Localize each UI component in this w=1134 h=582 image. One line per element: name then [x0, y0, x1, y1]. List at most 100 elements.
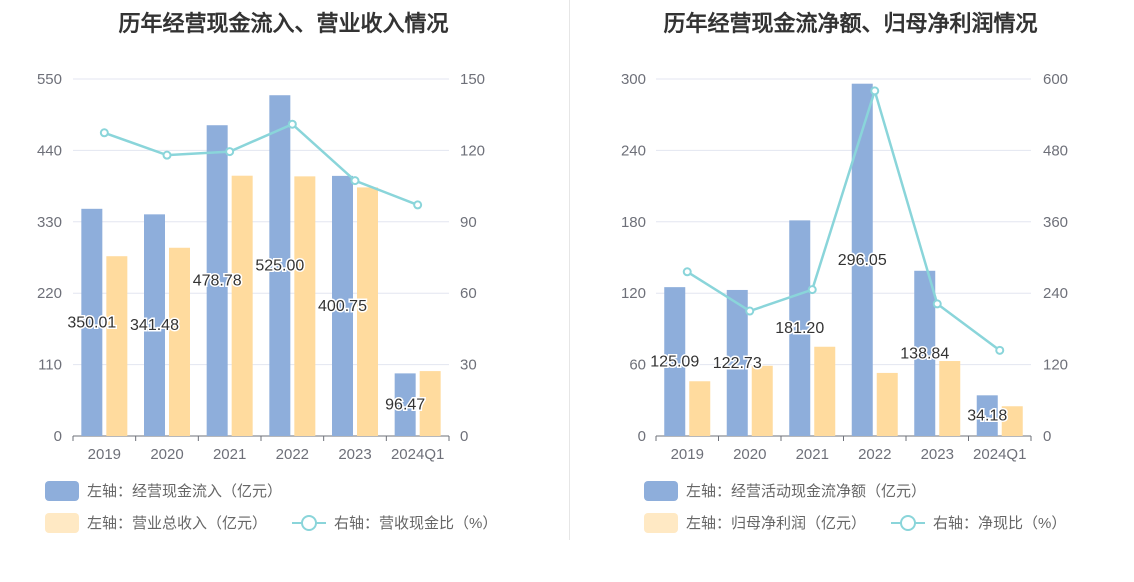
bar-series-2 [1001, 406, 1023, 436]
x-axis-tick-label: 2021 [796, 446, 829, 463]
bar-series-1 [914, 270, 936, 436]
bar-series-1 [976, 395, 998, 436]
legend-line-swatch [292, 513, 326, 533]
bar-series-1 [851, 83, 873, 436]
line-point [745, 306, 755, 316]
line-series [103, 122, 419, 207]
left-axis-tick-label: 0 [638, 428, 646, 445]
line-point [932, 299, 942, 309]
right-chart-panel: 历年经营现金流净额、归母净利润情况 0 60 120 180 240 300 0 120 240… [567, 0, 1134, 582]
x-axis-tick-label: 2021 [213, 446, 246, 463]
x-axis-tick-label: 2020 [150, 446, 183, 463]
chart-title: 历年经营现金流入、营业收入情况 [118, 11, 449, 36]
line-point [350, 176, 360, 186]
left-axis-tick-label: 300 [621, 71, 646, 88]
bar-series-1 [81, 208, 103, 436]
left-chart-panel: 历年经营现金流入、营业收入情况 0 110 220 330 440 550 0 30 60 90 1… [37, 11, 497, 533]
legend-label: 左轴：经营现金流入（亿元） [87, 483, 283, 500]
bar-data-label: 125.09 [650, 354, 699, 371]
x-axis-tick-label: 2024Q1 [973, 446, 1026, 463]
left-axis-tick-label: 240 [621, 142, 646, 159]
x-axis-tick-label: 2023 [338, 446, 371, 463]
bar-data-label: 525.00 [255, 258, 304, 275]
x-axis-tick-label: 2022 [276, 446, 309, 463]
legend-item-bar-2[interactable]: 左轴：营业总收入（亿元） [45, 512, 267, 533]
x-axis-tick-label: 2023 [921, 446, 954, 463]
bar-series-1 [332, 175, 353, 436]
bar-series-1 [394, 373, 416, 436]
bar-data-label: 341.48 [130, 317, 179, 334]
left-axis-tick-label: 110 [38, 357, 62, 374]
bar-data-label: 34.18 [967, 408, 1007, 425]
bar-series-1 [144, 214, 165, 436]
legend-item-bar-1[interactable]: 左轴：经营现金流入（亿元） [45, 480, 282, 501]
left-axis-tick-label: 180 [621, 214, 646, 231]
right-axis-tick-label: 480 [1043, 142, 1068, 159]
bar-series-2 [876, 372, 898, 436]
bar-data-label: 122.73 [713, 355, 762, 372]
right-axis-tick-label: 0 [1043, 428, 1051, 445]
left-axis-tick-label: 440 [37, 142, 62, 159]
bar-series-2 [106, 256, 128, 436]
bar-series-1 [206, 125, 228, 436]
bar-series-1 [789, 220, 811, 436]
right-axis-tick-label: 240 [1043, 285, 1068, 302]
bar-series-2 [419, 371, 441, 436]
bar-series-2 [939, 361, 961, 436]
legend-label: 右轴：净现比（%） [933, 515, 1067, 532]
left-axis-tick-label: 330 [37, 214, 62, 231]
bar-data-label: 138.84 [900, 345, 949, 362]
bar-data-label: 478.78 [193, 273, 242, 290]
left-axis-tick-label: 60 [629, 357, 646, 374]
bar-series-2 [689, 381, 711, 436]
line-point [995, 345, 1005, 355]
legend-item-line[interactable]: 右轴：净现比（%） [891, 512, 1066, 533]
panel-divider [569, 0, 570, 540]
legend-item-bar-1[interactable]: 左轴：经营活动现金流净额（亿元） [644, 480, 926, 501]
right-axis-tick-label: 120 [460, 142, 485, 159]
bar-series-1 [269, 95, 291, 437]
left-axis-tick-label: 550 [37, 71, 62, 88]
line-point [682, 267, 692, 277]
x-axis-tick-label: 2020 [733, 446, 766, 463]
line-point [162, 150, 172, 160]
line-series [686, 86, 1001, 352]
right-axis-tick-label: 600 [1043, 71, 1068, 88]
left-chart-plot: 0 110 220 330 440 550 0 30 60 90 120 150 2019 2020 202… [37, 71, 485, 463]
bar-series-2 [357, 187, 378, 436]
x-axis-tick-label: 2019 [88, 446, 121, 463]
line-point [807, 285, 817, 295]
legend-swatch [644, 512, 678, 533]
bar-data-label: 181.20 [775, 320, 824, 337]
right-axis-tick-label: 60 [460, 285, 477, 302]
chart-title: 历年经营现金流净额、归母净利润情况 [663, 11, 1038, 36]
bar-series-1 [664, 287, 686, 436]
bar-series-2 [231, 175, 253, 436]
legend-label: 左轴：经营活动现金流净额（亿元） [686, 483, 927, 500]
legend-label: 右轴：营收现金比（%） [334, 515, 498, 532]
line-point [99, 128, 109, 138]
x-axis-tick-label: 2019 [671, 446, 704, 463]
right-axis-tick-label: 360 [1043, 214, 1068, 231]
right-axis-tick-label: 150 [460, 71, 485, 88]
legend-swatch [45, 480, 79, 501]
right-axis-tick-label: 90 [460, 214, 477, 231]
line-point [225, 147, 235, 157]
legend-swatch [644, 480, 678, 501]
left-axis-tick-label: 220 [37, 285, 62, 302]
right-axis-tick-label: 30 [460, 357, 477, 374]
legend-item-bar-2[interactable]: 左轴：归母净利润（亿元） [644, 512, 866, 533]
bar-data-label: 296.05 [838, 252, 887, 269]
x-axis-tick-label: 2022 [858, 446, 891, 463]
bar-series-1 [726, 289, 748, 436]
bar-data-label: 96.47 [385, 397, 425, 414]
bar-series-2 [814, 346, 836, 436]
legend-line-swatch [891, 513, 925, 533]
bar-series-2 [751, 365, 773, 436]
bar-data-label: 350.01 [67, 314, 116, 331]
right-axis-tick-label: 0 [460, 428, 468, 445]
legend-item-line[interactable]: 右轴：营收现金比（%） [292, 512, 497, 533]
line-point [287, 119, 297, 129]
bar-series-2 [169, 247, 190, 436]
legend-label: 左轴：营业总收入（亿元） [87, 515, 268, 532]
